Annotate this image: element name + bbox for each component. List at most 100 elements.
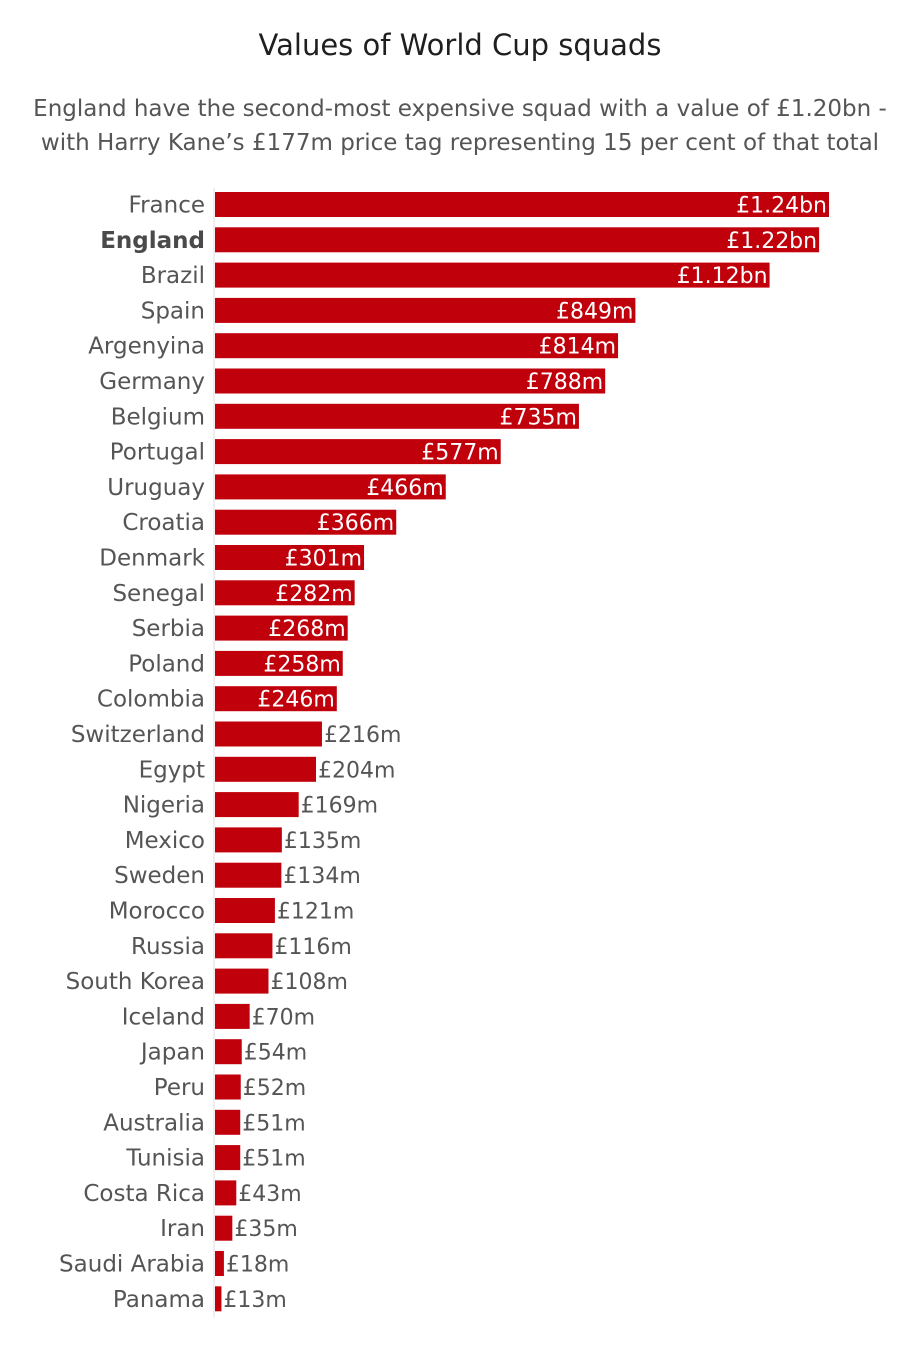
value-label: £52m: [243, 1076, 306, 1101]
category-label: Switzerland: [71, 722, 205, 748]
value-label: £814m: [539, 335, 616, 360]
bar-argenyina: [215, 333, 619, 359]
category-label: Saudi Arabia: [59, 1252, 205, 1278]
bar-panama: [215, 1286, 222, 1312]
value-label: £18m: [226, 1253, 289, 1278]
category-label: Tunisia: [125, 1146, 205, 1172]
chart-title: Values of World Cup squads: [258, 28, 662, 62]
category-label: Spain: [141, 298, 205, 324]
category-label: Belgium: [111, 404, 205, 430]
subtitle-line-1: England have the second-most expensive s…: [33, 96, 887, 122]
value-label: £169m: [301, 794, 378, 819]
category-label: France: [129, 193, 205, 219]
category-label: Mexico: [125, 828, 205, 854]
value-label: £108m: [270, 970, 347, 995]
category-label: Croatia: [122, 510, 205, 536]
category-label: Denmark: [99, 546, 205, 572]
bar-colombia: [215, 686, 337, 712]
bar-france: [215, 192, 829, 217]
value-label: £366m: [317, 511, 394, 536]
bar-uruguay: [215, 474, 446, 500]
value-label: £13m: [223, 1288, 286, 1313]
category-label: Germany: [99, 369, 205, 395]
value-label: £301m: [285, 547, 362, 572]
bar-england: [215, 227, 820, 253]
category-label: Japan: [139, 1040, 205, 1066]
subtitle-line-2: with Harry Kane’s £177m price tag repres…: [40, 130, 880, 156]
category-label: Colombia: [97, 687, 205, 713]
value-label: £216m: [324, 723, 401, 748]
category-label: Portugal: [110, 440, 205, 466]
bar-australia: [215, 1109, 241, 1135]
bar-germany: [215, 368, 606, 394]
value-label: £121m: [277, 900, 354, 925]
category-label: Egypt: [139, 757, 205, 783]
category-label: Morocco: [109, 899, 205, 925]
bar-croatia: [215, 509, 397, 535]
bar-tunisia: [215, 1145, 241, 1171]
category-label: Brazil: [141, 263, 205, 289]
category-label: Argenyina: [88, 334, 205, 360]
category-label: Serbia: [132, 616, 205, 642]
value-label: £246m: [257, 688, 334, 713]
value-label: £135m: [284, 829, 361, 854]
category-label: Senegal: [112, 581, 205, 607]
value-label: £51m: [242, 1111, 305, 1136]
value-label: £116m: [274, 935, 351, 960]
bar-egypt: [215, 756, 317, 782]
category-label: South Korea: [66, 969, 205, 995]
value-label: £788m: [526, 370, 603, 395]
bar-brazil: [215, 262, 770, 288]
value-label: £466m: [366, 476, 443, 501]
category-label: Russia: [131, 934, 205, 960]
category-label: England: [100, 228, 205, 254]
chart-subtitle: England have the second-most expensive s…: [20, 92, 900, 160]
bar-south-korea: [215, 968, 269, 994]
bar-mexico: [215, 827, 282, 853]
bar-spain: [215, 297, 636, 323]
category-label: Panama: [113, 1287, 205, 1313]
category-label: Peru: [154, 1075, 205, 1101]
bar-poland: [215, 650, 343, 676]
bar-russia: [215, 933, 273, 959]
value-label: £735m: [500, 405, 577, 430]
bar-belgium: [215, 403, 579, 429]
value-label: £1.22bn: [726, 229, 817, 254]
value-label: £1.12bn: [677, 264, 768, 289]
value-label: £35m: [234, 1217, 297, 1242]
value-label: £282m: [275, 582, 352, 607]
value-label: £51m: [242, 1147, 305, 1172]
bar-morocco: [215, 898, 275, 923]
value-label: £204m: [318, 758, 395, 783]
bar-senegal: [215, 580, 355, 606]
bar-saudi-arabia: [215, 1251, 224, 1276]
value-label: £54m: [244, 1041, 307, 1066]
category-label: Poland: [128, 651, 205, 677]
bar-denmark: [215, 545, 365, 570]
value-label: £849m: [556, 299, 633, 324]
bar-portugal: [215, 439, 501, 465]
value-label: £70m: [252, 1005, 315, 1030]
bar-costa-rica: [215, 1180, 237, 1206]
category-label: Uruguay: [107, 475, 205, 501]
value-label: £1.24bn: [736, 194, 827, 219]
bar-switzerland: [215, 721, 322, 747]
value-label: £258m: [263, 652, 340, 677]
category-label: Costa Rica: [83, 1181, 205, 1207]
value-label: £134m: [283, 864, 360, 889]
bar-nigeria: [215, 792, 299, 818]
value-label: £268m: [268, 617, 345, 642]
value-label: £43m: [238, 1182, 301, 1207]
category-label: Nigeria: [123, 793, 205, 819]
bar-serbia: [215, 615, 348, 641]
bar-iceland: [215, 1003, 250, 1029]
bar-peru: [215, 1074, 241, 1100]
bar-japan: [215, 1039, 242, 1065]
category-label: Sweden: [114, 863, 205, 889]
category-label: Iran: [160, 1216, 205, 1242]
category-label: Australia: [103, 1110, 205, 1136]
category-label: Iceland: [122, 1004, 205, 1030]
value-label: £577m: [421, 441, 498, 466]
